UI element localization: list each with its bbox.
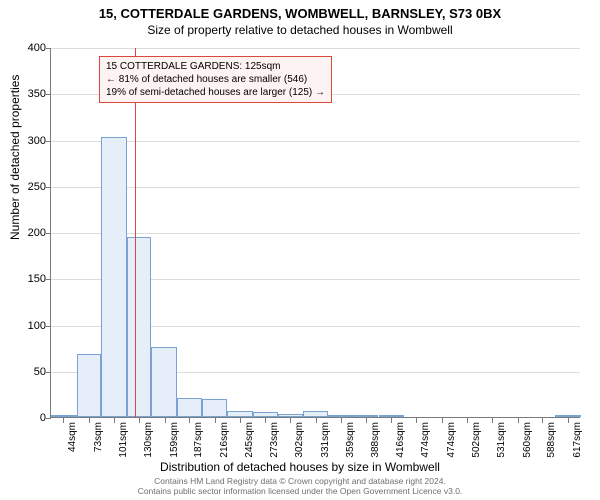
xtick-mark (492, 418, 493, 423)
histogram-bar (555, 415, 581, 417)
xtick-label: 617sqm (572, 422, 583, 458)
xtick-mark (518, 418, 519, 423)
plot-region: 05010015020025030035040044sqm73sqm101sqm… (50, 48, 580, 418)
xtick-label: 159sqm (169, 422, 180, 458)
chart-title-sub: Size of property relative to detached ho… (0, 21, 600, 37)
xtick-mark (341, 418, 342, 423)
ytick-mark (46, 233, 51, 234)
xtick-label: 560sqm (522, 422, 533, 458)
xtick-label: 73sqm (93, 422, 104, 452)
xtick-mark (467, 418, 468, 423)
ytick-label: 150 (6, 273, 46, 285)
histogram-bar (151, 347, 177, 417)
xtick-label: 101sqm (118, 422, 129, 458)
xtick-label: 359sqm (345, 422, 356, 458)
gridline-h (51, 187, 580, 188)
histogram-bar (354, 415, 379, 417)
annotation-line: 15 COTTERDALE GARDENS: 125sqm (106, 60, 325, 73)
xtick-mark (366, 418, 367, 423)
xtick-mark (165, 418, 166, 423)
histogram-bar (51, 415, 77, 417)
xtick-mark (189, 418, 190, 423)
xtick-mark (114, 418, 115, 423)
histogram-bar (278, 414, 303, 417)
xtick-label: 273sqm (269, 422, 280, 458)
ytick-mark (46, 141, 51, 142)
xtick-mark (89, 418, 90, 423)
annotation-line: ← 81% of detached houses are smaller (54… (106, 73, 325, 86)
xtick-mark (568, 418, 569, 423)
xtick-mark (442, 418, 443, 423)
ytick-mark (46, 326, 51, 327)
xtick-label: 388sqm (370, 422, 381, 458)
histogram-bar (101, 137, 127, 417)
xtick-label: 502sqm (471, 422, 482, 458)
xtick-label: 474sqm (420, 422, 431, 458)
xtick-mark (316, 418, 317, 423)
histogram-bar (127, 237, 152, 417)
xtick-mark (391, 418, 392, 423)
ytick-label: 0 (6, 412, 46, 424)
gridline-h (51, 141, 580, 142)
xtick-mark (542, 418, 543, 423)
xtick-mark (139, 418, 140, 423)
footer-line2: Contains public sector information licen… (0, 486, 600, 497)
xtick-label: 216sqm (219, 422, 230, 458)
marker-line (135, 48, 136, 418)
xtick-mark (290, 418, 291, 423)
footer-line1: Contains HM Land Registry data © Crown c… (0, 476, 600, 487)
xtick-label: 474sqm (446, 422, 457, 458)
histogram-bar (303, 411, 329, 417)
ytick-mark (46, 418, 51, 419)
ytick-label: 250 (6, 181, 46, 193)
chart-area: 05010015020025030035040044sqm73sqm101sqm… (50, 48, 580, 418)
xtick-mark (63, 418, 64, 423)
histogram-bar (202, 399, 227, 417)
gridline-h (51, 233, 580, 234)
xtick-mark (265, 418, 266, 423)
ytick-label: 300 (6, 135, 46, 147)
histogram-bar (253, 412, 279, 417)
ytick-mark (46, 94, 51, 95)
xtick-label: 44sqm (67, 422, 78, 452)
xtick-mark (215, 418, 216, 423)
histogram-bar (227, 411, 253, 417)
histogram-bar (328, 415, 354, 417)
xtick-label: 331sqm (320, 422, 331, 458)
ytick-label: 100 (6, 320, 46, 332)
ytick-label: 200 (6, 227, 46, 239)
chart-title-main: 15, COTTERDALE GARDENS, WOMBWELL, BARNSL… (0, 0, 600, 21)
annotation-line: 19% of semi-detached houses are larger (… (106, 86, 325, 99)
xtick-label: 531sqm (496, 422, 507, 458)
xtick-label: 416sqm (395, 422, 406, 458)
x-axis-label: Distribution of detached houses by size … (0, 460, 600, 474)
ytick-label: 350 (6, 88, 46, 100)
annotation-box: 15 COTTERDALE GARDENS: 125sqm← 81% of de… (99, 56, 332, 103)
ytick-mark (46, 48, 51, 49)
xtick-label: 130sqm (143, 422, 154, 458)
gridline-h (51, 48, 580, 49)
footer-attribution: Contains HM Land Registry data © Crown c… (0, 476, 600, 497)
histogram-bar (379, 415, 405, 417)
histogram-bar (177, 398, 203, 417)
ytick-mark (46, 372, 51, 373)
histogram-bar (77, 354, 102, 417)
xtick-mark (240, 418, 241, 423)
ytick-label: 400 (6, 42, 46, 54)
ytick-label: 50 (6, 366, 46, 378)
ytick-mark (46, 279, 51, 280)
xtick-label: 187sqm (193, 422, 204, 458)
ytick-mark (46, 187, 51, 188)
xtick-label: 588sqm (546, 422, 557, 458)
xtick-label: 245sqm (244, 422, 255, 458)
xtick-mark (416, 418, 417, 423)
xtick-label: 302sqm (294, 422, 305, 458)
